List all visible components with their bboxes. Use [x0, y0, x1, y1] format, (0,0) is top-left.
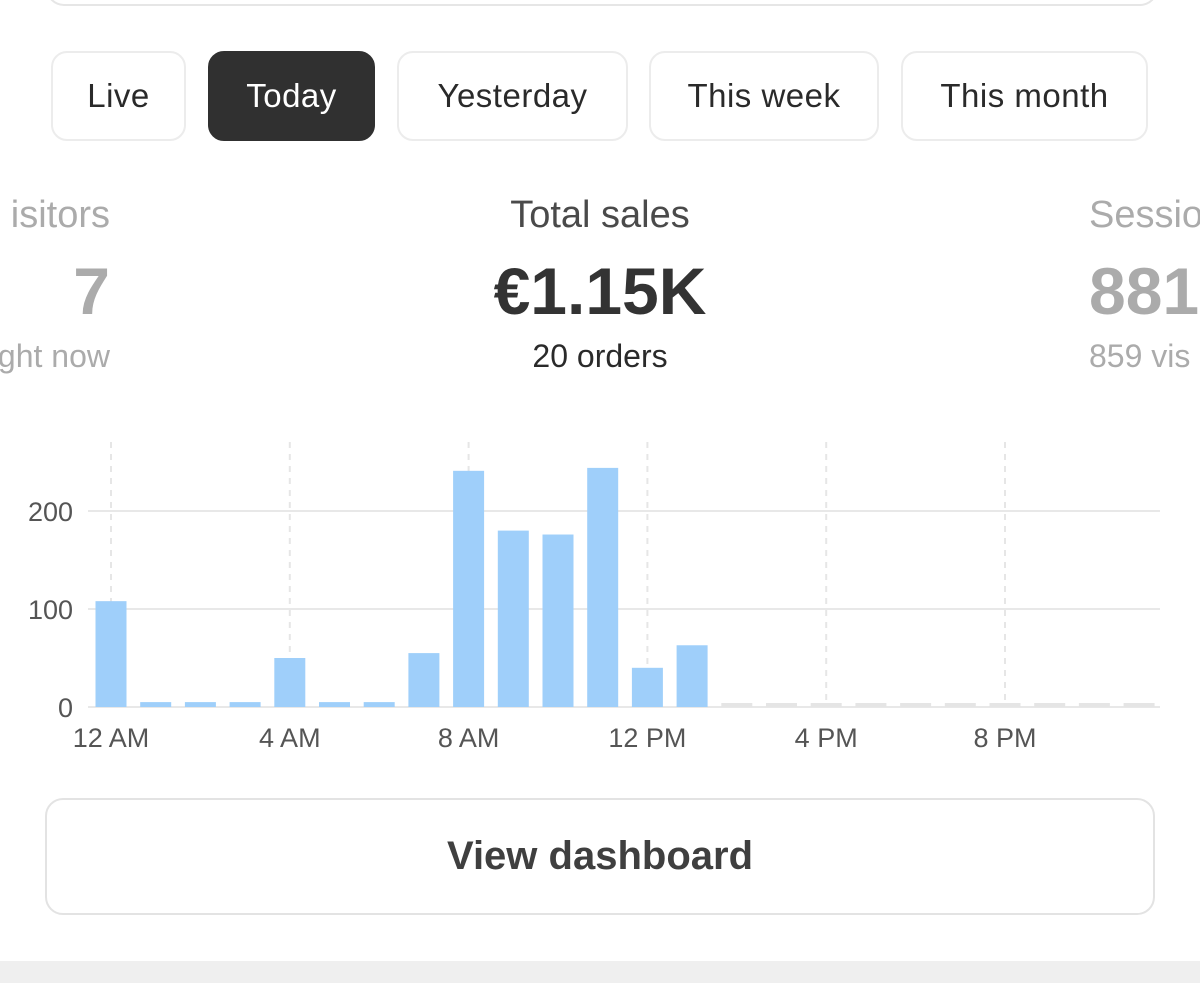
- bar-future: [810, 703, 842, 707]
- bar: [453, 470, 485, 707]
- x-tick-label: 8 AM: [438, 723, 500, 753]
- bar-future: [900, 703, 932, 707]
- bar: [631, 667, 663, 707]
- sales-bar-chart: 0 100 200 12 AM 4 AM 8 AM 12 PM 4 PM 8 PM: [28, 442, 1160, 753]
- metric-visitors[interactable]: isitors 7 ght now: [0, 190, 220, 376]
- bar: [229, 702, 261, 707]
- bar: [184, 702, 216, 707]
- bottom-divider: [0, 961, 1200, 983]
- bar: [95, 601, 127, 707]
- bar: [140, 702, 172, 707]
- tab-today[interactable]: Today: [208, 51, 375, 141]
- bar: [587, 467, 619, 707]
- metric-label: Total sales: [510, 194, 690, 236]
- bar-future: [944, 703, 976, 707]
- x-tick-label: 4 AM: [259, 723, 321, 753]
- x-tick-label: 8 PM: [973, 723, 1036, 753]
- bar: [497, 530, 529, 707]
- tab-this-week[interactable]: This week: [649, 51, 879, 141]
- x-tick-label: 12 PM: [608, 723, 686, 753]
- y-tick-label: 0: [58, 693, 73, 723]
- tab-yesterday[interactable]: Yesterday: [397, 51, 628, 141]
- view-dashboard-button[interactable]: View dashboard: [45, 798, 1155, 915]
- metric-sub: ght now: [0, 338, 110, 374]
- metric-label: isitors: [10, 194, 110, 236]
- metric-total-sales[interactable]: Total sales €1.15K 20 orders: [400, 190, 800, 376]
- bar: [319, 702, 350, 707]
- tab-this-month[interactable]: This month: [901, 51, 1148, 141]
- metric-sub: 20 orders: [532, 338, 668, 374]
- bar-future: [721, 703, 753, 707]
- tab-live[interactable]: Live: [51, 51, 186, 141]
- bar: [408, 653, 440, 707]
- metric-sessions[interactable]: Sessio 881 859 vis: [1089, 190, 1200, 376]
- metric-value: 7: [73, 254, 110, 328]
- x-tick-label: 12 AM: [73, 723, 150, 753]
- bar-future: [855, 703, 887, 707]
- x-tick-label: 4 PM: [795, 723, 858, 753]
- metric-sub: 859 vis: [1089, 338, 1191, 374]
- bar: [274, 658, 306, 707]
- metric-value: 881: [1089, 254, 1200, 328]
- bar-future: [1123, 703, 1155, 707]
- bar-future: [1034, 703, 1066, 707]
- top-card-edge: [46, 0, 1158, 6]
- y-tick-label: 200: [28, 497, 73, 527]
- bar: [542, 534, 574, 707]
- bar-future: [989, 703, 1021, 707]
- metric-label: Sessio: [1089, 194, 1200, 236]
- bar-future: [1078, 703, 1110, 707]
- bar: [363, 702, 395, 707]
- bar: [676, 645, 708, 707]
- metric-value: €1.15K: [493, 254, 707, 328]
- bar-future: [766, 703, 797, 707]
- y-tick-label: 100: [28, 595, 73, 625]
